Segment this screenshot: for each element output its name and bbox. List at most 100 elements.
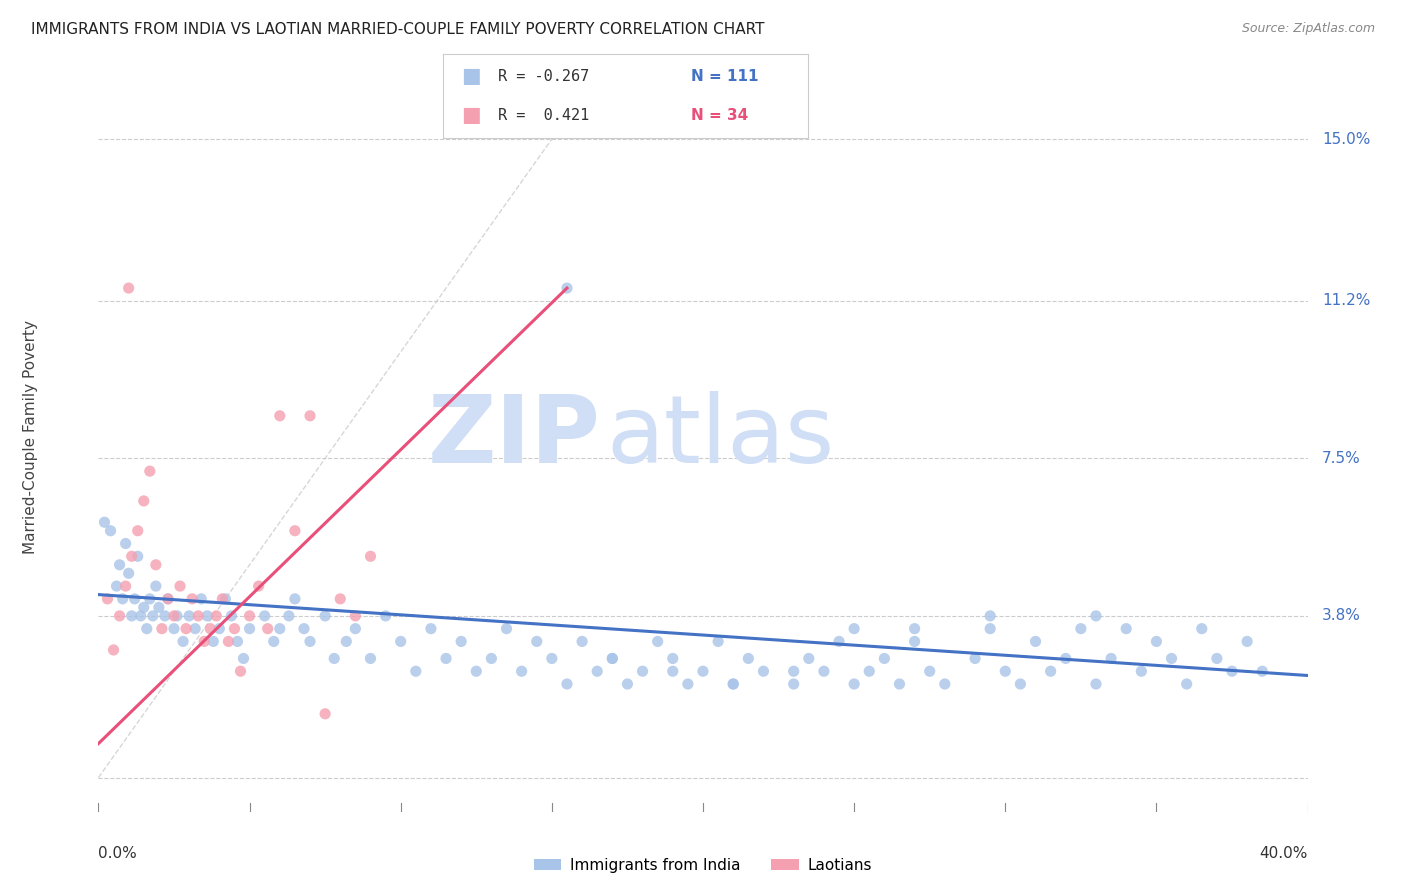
- Point: [139, 591, 162, 606]
- Point: [103, 643, 125, 657]
- Point: [904, 634, 927, 648]
- Text: 40.0%: 40.0%: [1260, 846, 1308, 861]
- Point: [1144, 634, 1167, 648]
- Point: [221, 608, 243, 623]
- Text: 0.0%: 0.0%: [98, 846, 138, 861]
- Point: [1010, 677, 1032, 691]
- Point: [166, 608, 188, 623]
- Point: [858, 664, 880, 679]
- Point: [934, 677, 956, 691]
- Point: [118, 566, 141, 581]
- Point: [420, 622, 443, 636]
- Point: [1099, 651, 1122, 665]
- Point: [904, 622, 927, 636]
- Legend: Immigrants from India, Laotians: Immigrants from India, Laotians: [527, 852, 879, 879]
- Point: [239, 622, 262, 636]
- Point: [1251, 664, 1274, 679]
- Point: [344, 608, 367, 623]
- Point: [1024, 634, 1046, 648]
- Point: [247, 579, 270, 593]
- Point: [737, 651, 759, 665]
- Point: [239, 608, 262, 623]
- Point: [555, 281, 578, 295]
- Point: [114, 579, 136, 593]
- Point: [616, 677, 638, 691]
- Text: Married-Couple Family Poverty: Married-Couple Family Poverty: [22, 320, 38, 554]
- Point: [918, 664, 941, 679]
- Point: [813, 664, 835, 679]
- Point: [692, 664, 714, 679]
- Point: [647, 634, 669, 648]
- Point: [229, 664, 252, 679]
- Point: [1054, 651, 1077, 665]
- Point: [132, 494, 155, 508]
- Point: [172, 634, 194, 648]
- Point: [114, 536, 136, 550]
- Point: [269, 622, 291, 636]
- Point: [844, 677, 866, 691]
- Text: ZIP: ZIP: [427, 391, 600, 483]
- Point: [156, 591, 179, 606]
- Point: [707, 634, 730, 648]
- Text: IMMIGRANTS FROM INDIA VS LAOTIAN MARRIED-COUPLE FAMILY POVERTY CORRELATION CHART: IMMIGRANTS FROM INDIA VS LAOTIAN MARRIED…: [31, 22, 765, 37]
- Point: [586, 664, 609, 679]
- Text: R =  0.421: R = 0.421: [498, 108, 589, 123]
- Point: [828, 634, 851, 648]
- Point: [145, 558, 167, 572]
- Point: [256, 622, 278, 636]
- Point: [132, 600, 155, 615]
- Point: [174, 622, 197, 636]
- Point: [156, 591, 179, 606]
- Point: [994, 664, 1017, 679]
- Point: [979, 622, 1001, 636]
- Text: 11.2%: 11.2%: [1322, 293, 1371, 309]
- Point: [179, 608, 201, 623]
- Point: [100, 524, 122, 538]
- Point: [214, 591, 236, 606]
- Point: [263, 634, 285, 648]
- Point: [121, 608, 143, 623]
- Point: [676, 677, 699, 691]
- Point: [389, 634, 412, 648]
- Point: [299, 634, 322, 648]
- Point: [314, 706, 336, 721]
- Point: [344, 622, 367, 636]
- Point: [1191, 622, 1213, 636]
- Point: [314, 608, 336, 623]
- Point: [153, 608, 176, 623]
- Point: [211, 591, 233, 606]
- Point: [965, 651, 987, 665]
- Point: [360, 549, 382, 564]
- Point: [1206, 651, 1229, 665]
- Text: Source: ZipAtlas.com: Source: ZipAtlas.com: [1241, 22, 1375, 36]
- Point: [1085, 608, 1108, 623]
- Point: [723, 677, 745, 691]
- Point: [200, 622, 222, 636]
- Text: 7.5%: 7.5%: [1322, 450, 1361, 466]
- Point: [1085, 677, 1108, 691]
- Point: [405, 664, 427, 679]
- Point: [169, 579, 191, 593]
- Point: [323, 651, 346, 665]
- Point: [127, 549, 149, 564]
- Point: [481, 651, 503, 665]
- Point: [224, 622, 246, 636]
- Text: ■: ■: [461, 105, 481, 126]
- Point: [752, 664, 775, 679]
- Point: [1130, 664, 1153, 679]
- Point: [1236, 634, 1258, 648]
- Point: [526, 634, 548, 648]
- Point: [465, 664, 488, 679]
- Point: [571, 634, 593, 648]
- Point: [232, 651, 254, 665]
- Point: [181, 591, 204, 606]
- Point: [979, 608, 1001, 623]
- Point: [277, 608, 299, 623]
- Point: [163, 622, 186, 636]
- Text: atlas: atlas: [606, 391, 835, 483]
- Point: [184, 622, 207, 636]
- Point: [1160, 651, 1182, 665]
- Text: 15.0%: 15.0%: [1322, 132, 1371, 146]
- Point: [163, 608, 186, 623]
- Point: [135, 622, 157, 636]
